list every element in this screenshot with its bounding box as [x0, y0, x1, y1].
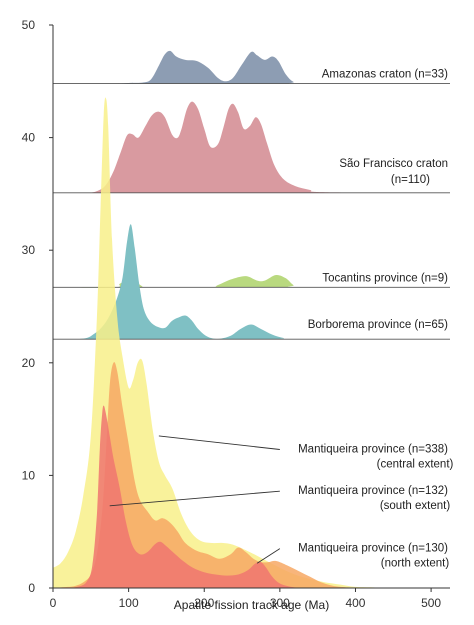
- x-tick-label-400: 400: [345, 596, 365, 610]
- x-tick-label-500: 500: [421, 596, 441, 610]
- series-label-line-1: São Francisco craton: [339, 158, 448, 170]
- series-label-mantiqueira-province-n-338-1: Mantiqueira province (n=338): [298, 444, 448, 456]
- x-tick-label-0: 0: [50, 596, 57, 610]
- leader-line-1: [158, 435, 280, 450]
- series-area-amazonas-craton-n-33: [53, 50, 450, 84]
- series-area-tocantins-province-n-9: [53, 274, 450, 288]
- leader-line-2: [109, 490, 280, 507]
- series-area-s-o-francisco-craton-n-110: [53, 101, 450, 193]
- x-tick-label-200: 200: [194, 596, 214, 610]
- series-area-mantiqueira-province-n-338: [53, 97, 375, 589]
- series-label-amazonas-craton-n-33: Amazonas craton (n=33): [322, 69, 448, 81]
- series-area-borborema-province-n-65: [53, 224, 450, 340]
- y-tick-label-10: 10: [22, 468, 36, 482]
- series-label-mantiqueira-province-n-132-2: Mantiqueira province (n=132): [298, 485, 448, 497]
- series-label-s-o-francisco-craton-n-110: São Francisco craton (n=110): [339, 158, 448, 186]
- y-tick-label-30: 30: [22, 243, 36, 257]
- series-area-mantiqueira-province-n-132: [53, 362, 356, 588]
- x-tick-label-300: 300: [270, 596, 290, 610]
- series-label-tocantins-province-n-9: Tocantins province (n=9): [322, 272, 448, 284]
- series-label-line-2: (n=110): [391, 174, 430, 186]
- y-tick-label-50: 50: [22, 18, 36, 32]
- series-area-mantiqueira-province-n-130: [53, 405, 303, 589]
- series-sublabel-2: (south extent): [380, 500, 450, 512]
- leader-line-3: [256, 548, 281, 564]
- y-tick-label-20: 20: [22, 356, 36, 370]
- labels-layer: Amazonas craton (n=33) São Francisco crat…: [109, 69, 454, 570]
- series-label-mantiqueira-province-n-130-3: Mantiqueira province (n=130): [298, 543, 448, 555]
- y-tick-label-40: 40: [22, 131, 36, 145]
- series-sublabel-3: (north extent): [381, 558, 450, 570]
- y-tick-label-0: 0: [28, 581, 35, 595]
- series-label-borborema-province-n-65: Borborema province (n=65): [308, 319, 448, 331]
- x-tick-label-100: 100: [119, 596, 139, 610]
- series-sublabel-1: (central extent): [377, 459, 454, 471]
- series-layer: [53, 50, 450, 589]
- x-axis-label: Apatite fission track age (Ma): [174, 598, 329, 612]
